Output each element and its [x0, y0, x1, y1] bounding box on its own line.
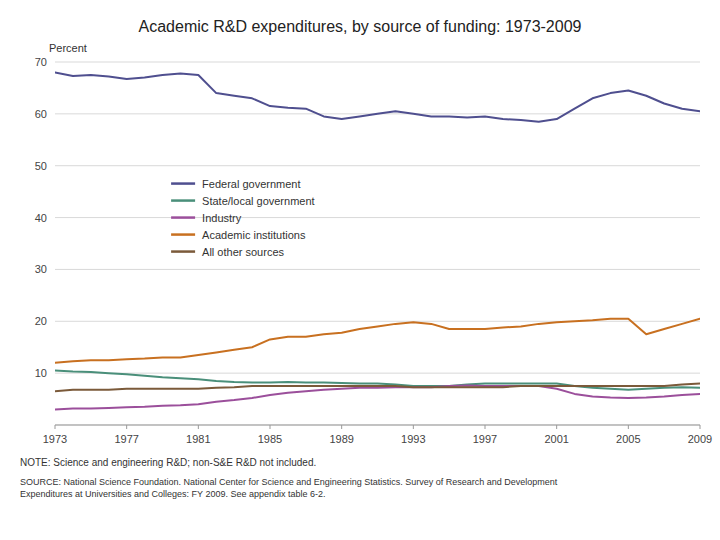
x-tick-label: 1989 — [329, 433, 353, 445]
series-line — [55, 319, 700, 363]
x-tick — [198, 425, 199, 429]
legend-swatch — [171, 182, 195, 185]
annotation-line: Expenditures at Universities and College… — [20, 489, 326, 499]
legend: Federal government State/local government… — [171, 178, 315, 258]
y-tick-label: 30 — [35, 263, 47, 275]
x-tick — [628, 425, 629, 429]
chart-svg: Academic R&D expenditures, by source of … — [0, 0, 720, 540]
y-tick-label: 50 — [35, 160, 47, 172]
x-tick-label: 2009 — [688, 433, 712, 445]
x-tick-label: 1981 — [186, 433, 210, 445]
chart-container: Academic R&D expenditures, by source of … — [0, 0, 720, 540]
x-tick-label: 2005 — [616, 433, 640, 445]
y-tick-label: 10 — [35, 367, 47, 379]
x-tick — [485, 425, 486, 429]
x-tick-label: 1985 — [258, 433, 282, 445]
x-tick — [556, 425, 557, 429]
y-tick-label: 70 — [35, 56, 47, 68]
legend-label: State/local government — [202, 195, 315, 207]
y-grid-line — [55, 373, 700, 374]
legend-label: Industry — [202, 212, 242, 224]
annotation-line: SOURCE: National Science Foundation. Nat… — [20, 477, 558, 487]
legend-swatch — [171, 233, 195, 236]
annotation: SOURCE: National Science Foundation. Nat… — [20, 477, 558, 499]
y-tick-label: 60 — [35, 108, 47, 120]
legend-swatch — [171, 216, 195, 219]
legend-swatch — [171, 250, 195, 253]
x-tick-label: 1973 — [43, 433, 67, 445]
x-tick — [126, 425, 127, 429]
x-tick — [700, 425, 701, 429]
x-tick — [413, 425, 414, 429]
x-tick — [270, 425, 271, 429]
legend-label: Federal government — [202, 178, 300, 190]
x-tick — [341, 425, 342, 429]
x-tick — [55, 425, 56, 429]
y-grid-line — [55, 425, 700, 426]
y-grid-line — [55, 165, 700, 166]
y-tick-label: 40 — [35, 212, 47, 224]
title: Academic R&D expenditures, by source of … — [139, 18, 582, 35]
annotation-line: NOTE: Science and engineering R&D; non-S… — [20, 457, 316, 468]
annotation: NOTE: Science and engineering R&D; non-S… — [20, 457, 316, 468]
legend-label: Academic institutions — [202, 229, 306, 241]
x-tick-label: 2001 — [544, 433, 568, 445]
y-grid-line — [55, 321, 700, 322]
grid — [55, 62, 700, 425]
legend-label: All other sources — [202, 246, 284, 258]
x-tick-label: 1977 — [114, 433, 138, 445]
y-grid-line — [55, 217, 700, 218]
y-tick-label: 20 — [35, 315, 47, 327]
y-grid-line — [55, 62, 700, 63]
y-grid-line — [55, 269, 700, 270]
y-axis-label: Percent — [49, 42, 87, 54]
legend-swatch — [171, 199, 195, 202]
x-axis-line — [55, 425, 700, 426]
x-tick-label: 1993 — [401, 433, 425, 445]
series-line — [55, 72, 700, 121]
series-group — [55, 72, 700, 409]
x-tick-label: 1997 — [473, 433, 497, 445]
series-line — [55, 384, 700, 392]
